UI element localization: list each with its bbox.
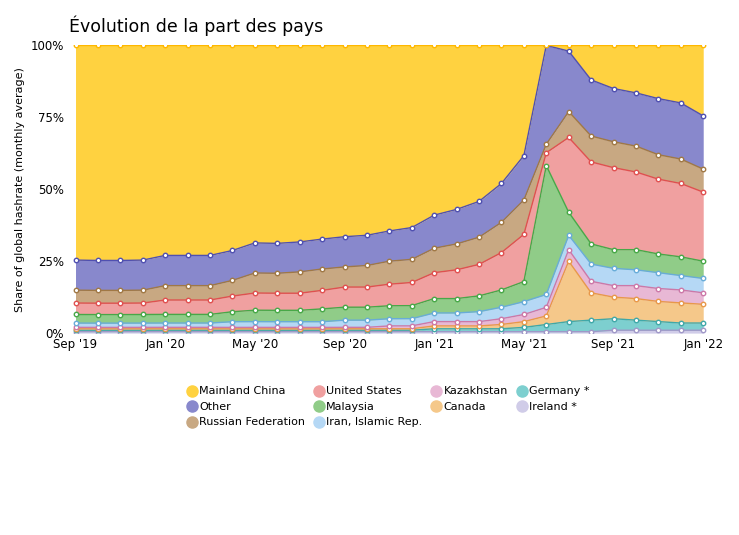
- Y-axis label: Share of global hashrate (monthly average): Share of global hashrate (monthly averag…: [15, 67, 25, 312]
- Text: Évolution de la part des pays: Évolution de la part des pays: [69, 15, 323, 35]
- Legend: Mainland China, Other, Russian Federation, United States, Malaysia, Iran, Islami: Mainland China, Other, Russian Federatio…: [185, 382, 594, 432]
